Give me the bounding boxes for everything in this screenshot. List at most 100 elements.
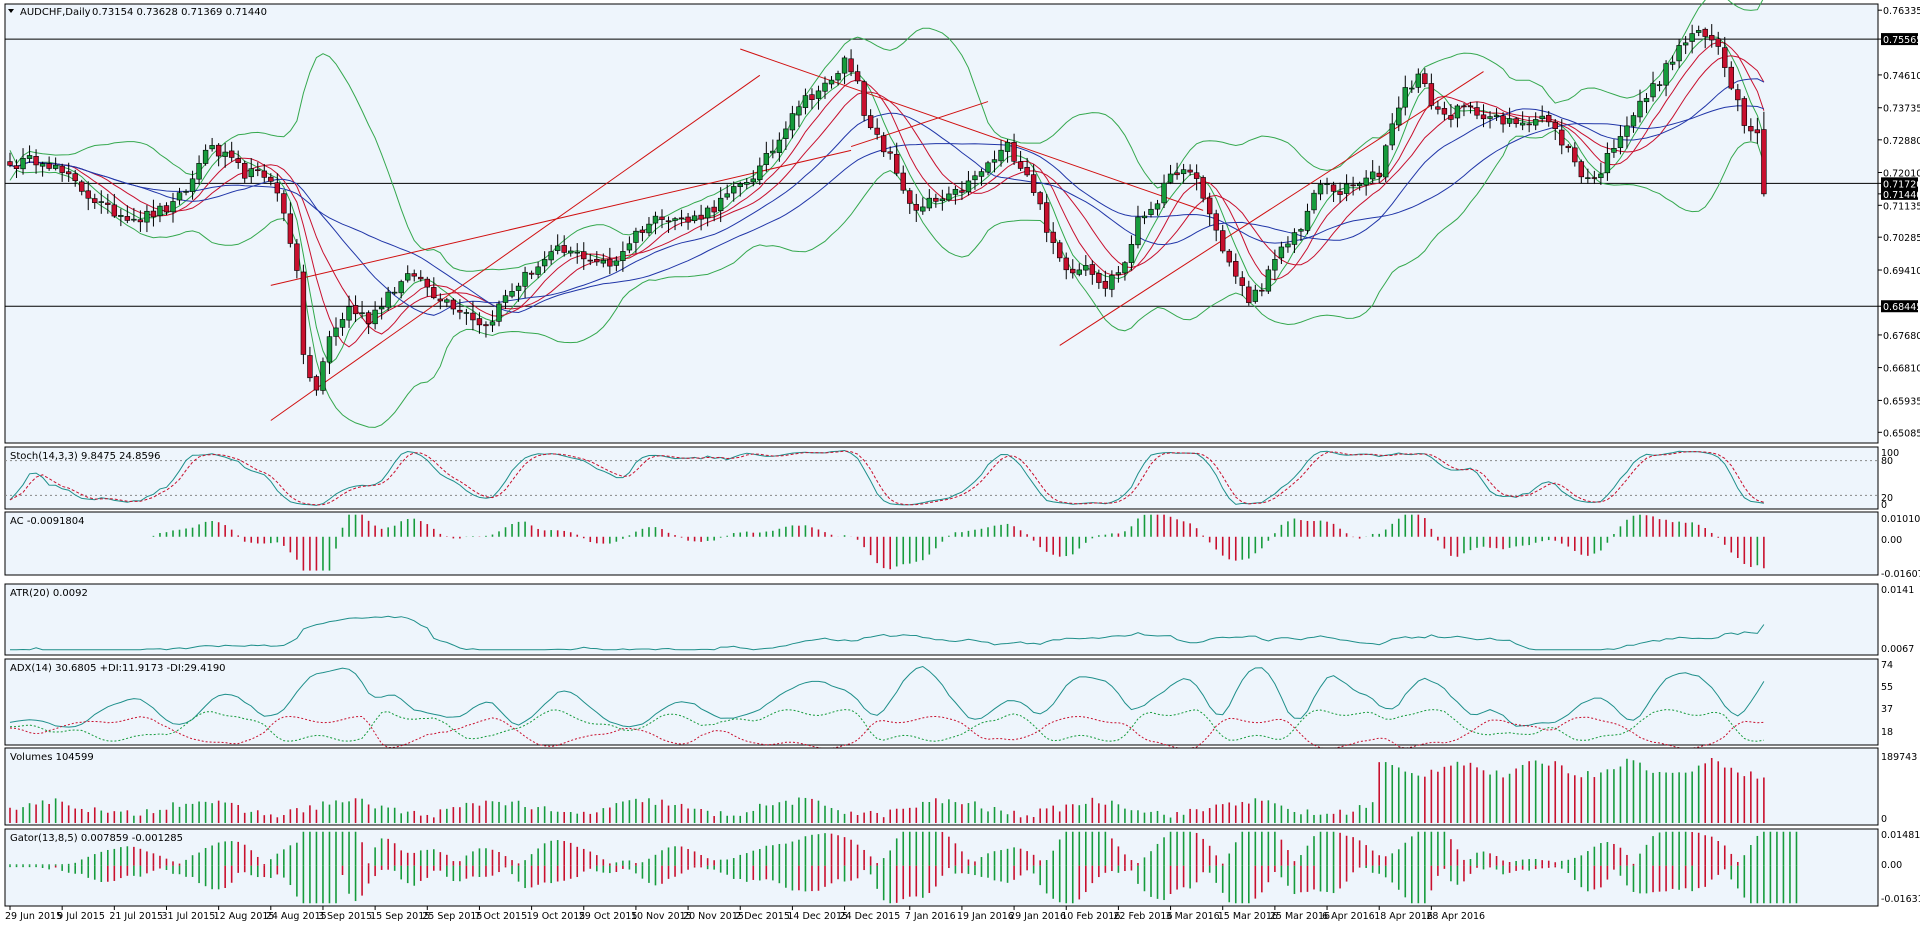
- candle: [1532, 112, 1539, 131]
- candle: [998, 140, 1004, 167]
- candle-body: [39, 163, 46, 167]
- candle-body: [1161, 182, 1167, 204]
- candle: [1369, 160, 1376, 184]
- candle-body: [424, 278, 430, 288]
- candle: [111, 193, 118, 218]
- atr-line: [10, 615, 1765, 651]
- ac-label: AC -0.0091804: [10, 516, 85, 527]
- candle: [541, 251, 548, 273]
- candle-body: [1317, 184, 1324, 195]
- candle: [626, 236, 633, 254]
- price-tag-label: 0.68445: [1883, 302, 1920, 313]
- candle-body: [939, 198, 946, 202]
- candle: [320, 357, 326, 395]
- stoch-axis-100: 100: [1881, 448, 1899, 459]
- candle: [1383, 144, 1389, 183]
- candle-body: [1630, 115, 1637, 127]
- candle-body: [717, 197, 724, 211]
- candle: [222, 142, 228, 168]
- candle: [841, 55, 848, 85]
- candle-body: [711, 206, 717, 213]
- candle-body: [1291, 232, 1298, 245]
- candle: [1546, 110, 1552, 127]
- candle-body: [1396, 107, 1402, 126]
- candle: [1598, 162, 1604, 185]
- ohlc-values: 0.73154 0.73628 0.71369 0.71440: [92, 7, 267, 18]
- candle: [1161, 174, 1167, 208]
- candle-body: [385, 291, 391, 308]
- atr-label: ATR(20) 0.0092: [10, 588, 88, 599]
- candle: [1350, 176, 1356, 196]
- ac-panel[interactable]: AC -0.0091804 0.010101 0.00 -0.016077: [4, 511, 1920, 580]
- candle-body: [1213, 213, 1219, 231]
- candle-body: [724, 193, 730, 198]
- candle: [39, 161, 46, 177]
- price-tick-label: 0.73735: [1883, 104, 1920, 115]
- adx-panel[interactable]: ADX(14) 30.6805 +DI:11.9173 -DI:29.4190 …: [4, 658, 1893, 750]
- candle: [854, 64, 861, 84]
- candle-body: [1461, 105, 1467, 108]
- price-tick-label: 0.65935: [1883, 396, 1920, 407]
- price-tag-bg: [1881, 187, 1918, 200]
- candle-body: [1409, 87, 1415, 90]
- candle: [1428, 73, 1435, 110]
- candle-body: [1343, 183, 1350, 194]
- candle-body: [124, 216, 131, 221]
- candle: [307, 346, 313, 382]
- candle: [300, 264, 307, 365]
- candle: [887, 146, 893, 160]
- gator-panel[interactable]: Gator(13,8,5) 0.007859 -0.001285 0.01481…: [4, 828, 1920, 907]
- candle-body: [809, 94, 815, 100]
- candle: [717, 187, 724, 223]
- candle: [1415, 68, 1422, 93]
- candle-body: [476, 318, 483, 326]
- candle-body: [1037, 192, 1043, 205]
- candle: [704, 205, 711, 227]
- candle: [554, 234, 561, 255]
- candle: [548, 244, 554, 265]
- candle: [26, 145, 33, 163]
- candle-body: [1350, 184, 1356, 187]
- candle-body: [1650, 83, 1656, 98]
- candle: [796, 100, 802, 127]
- candle-body: [202, 149, 209, 164]
- candle-body: [652, 215, 659, 224]
- candle-body: [607, 258, 613, 267]
- stoch-panel[interactable]: Stoch(14,3,3) 9.8475 24.8596 100 80 20 0: [4, 446, 1899, 511]
- atr-line: [10, 615, 1765, 651]
- volumes-label: Volumes 104599: [10, 752, 94, 763]
- price-panel[interactable]: 0.76335 0.75565 0.74610 0.73735 0.72880 0.720…: [4, 0, 1920, 444]
- candle-body: [757, 165, 763, 181]
- candle: [913, 193, 919, 222]
- candle-body: [359, 312, 365, 315]
- candle-body: [431, 287, 437, 299]
- candle: [1180, 163, 1187, 183]
- candle-body: [248, 168, 254, 178]
- candle: [522, 266, 528, 298]
- candle-body: [900, 172, 906, 191]
- atr-panel[interactable]: ATR(20) 0.0092 0.0141 0.0067: [4, 583, 1914, 656]
- candle: [1043, 193, 1050, 243]
- candle-body: [378, 306, 385, 310]
- date-label: 29 Oct 2015: [579, 911, 638, 922]
- candle: [789, 105, 796, 139]
- candle-body: [333, 327, 339, 337]
- candle: [757, 157, 763, 185]
- candle-body: [85, 190, 91, 199]
- candle-body: [92, 198, 98, 203]
- candle-body: [620, 251, 626, 261]
- candle: [1278, 241, 1285, 265]
- date-label: 22 Feb 2016: [1113, 911, 1172, 922]
- candle: [574, 243, 580, 264]
- candle-body: [189, 178, 196, 192]
- candle: [1356, 181, 1363, 191]
- candle-body: [105, 202, 111, 205]
- minus-di-line: [9, 715, 1764, 750]
- triangle-down-icon[interactable]: [8, 9, 14, 13]
- candle-body: [744, 182, 750, 185]
- candle: [594, 251, 600, 266]
- candle-body: [457, 309, 463, 313]
- ma-21: [9, 78, 1765, 316]
- volumes-panel[interactable]: Volumes 104599 189743 0: [4, 747, 1917, 826]
